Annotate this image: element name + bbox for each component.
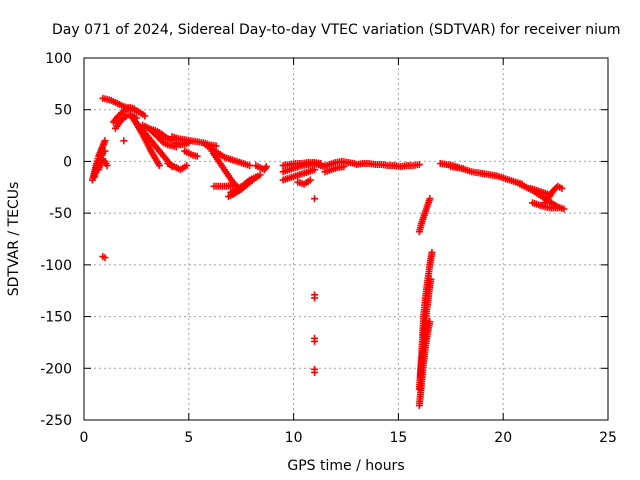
data-point [183, 162, 191, 170]
x-axis-label: GPS time / hours [287, 458, 404, 474]
data-point [246, 162, 254, 170]
data-point [311, 294, 319, 302]
y-tick-label: -50 [49, 206, 72, 222]
x-tick-label: 15 [389, 430, 407, 446]
y-tick-label: 0 [63, 154, 72, 170]
data-point [256, 171, 264, 179]
y-tick-label: -200 [40, 361, 72, 377]
data-point [340, 163, 348, 171]
y-tick-label: 50 [54, 103, 72, 119]
data-point [415, 161, 423, 169]
data-point [103, 162, 111, 170]
data-point [130, 105, 138, 113]
x-tick-label: 20 [494, 430, 512, 446]
data-point [212, 142, 220, 150]
y-tick-label: 100 [45, 51, 72, 67]
data-point [428, 248, 436, 256]
x-tick-label: 10 [285, 430, 303, 446]
data-point [229, 181, 237, 189]
y-axis-label: SDTVAR / TECUs [6, 182, 22, 297]
x-tick-label: 5 [184, 430, 193, 446]
data-point [311, 166, 319, 174]
data-point [120, 137, 128, 145]
data-point [311, 195, 319, 203]
axis-ticks [83, 57, 609, 421]
data-point [427, 275, 435, 283]
data-points [88, 94, 568, 410]
y-tick-label: -150 [40, 310, 72, 326]
data-point [554, 204, 562, 212]
data-point [262, 163, 270, 171]
data-point [426, 195, 434, 203]
data-point [101, 254, 109, 262]
x-tick-label: 25 [599, 430, 617, 446]
data-point [155, 162, 163, 170]
data-point [252, 173, 260, 181]
y-tick-label: -100 [40, 258, 72, 274]
data-point [560, 205, 568, 213]
grid-lines [84, 58, 608, 420]
data-point [558, 184, 566, 192]
chart-title: Day 071 of 2024, Sidereal Day-to-day VTE… [52, 22, 621, 38]
data-point [459, 165, 467, 173]
data-point [193, 152, 201, 160]
data-point [306, 176, 314, 184]
data-point [101, 147, 109, 155]
y-tick-label: -250 [40, 413, 72, 429]
data-point [311, 337, 319, 345]
data-point [101, 137, 109, 145]
x-tick-label: 0 [80, 430, 89, 446]
plot-frame [83, 57, 609, 421]
data-point [141, 112, 149, 120]
tick-labels: 0 5 10 15 20 25 -250 -200 -150 -100 -50 0 50 100 [40, 51, 617, 446]
data-point [311, 368, 319, 376]
data-point [185, 139, 193, 147]
